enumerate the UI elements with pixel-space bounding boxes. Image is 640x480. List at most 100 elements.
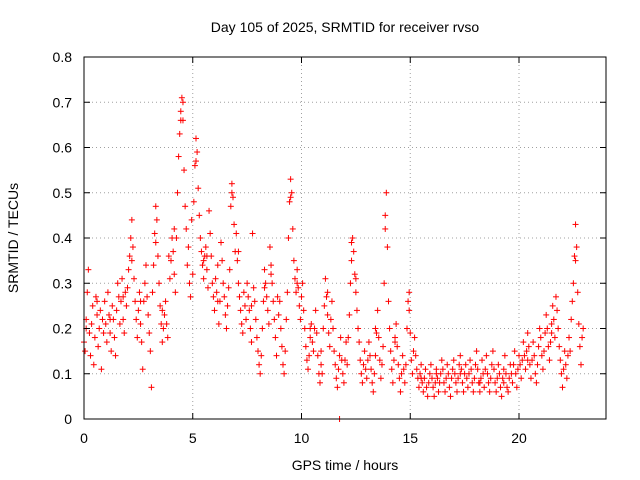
data-point [138, 339, 145, 346]
data-point [505, 388, 512, 395]
data-point [566, 334, 573, 341]
data-point [411, 334, 418, 341]
data-point [487, 375, 494, 382]
data-point [447, 393, 454, 400]
data-point [213, 289, 220, 296]
y-tick-label: 0.6 [53, 140, 73, 156]
data-point [479, 357, 486, 364]
data-point [402, 361, 409, 368]
data-point [438, 357, 445, 364]
data-point [207, 230, 214, 237]
data-point [268, 262, 275, 269]
y-tick-label: 0 [64, 411, 72, 427]
data-point [120, 316, 127, 323]
y-tick-label: 0.7 [53, 94, 73, 110]
data-point [381, 280, 388, 287]
x-tick-label: 10 [294, 430, 310, 446]
data-point [316, 379, 323, 386]
data-point [224, 302, 231, 309]
data-point [572, 221, 579, 228]
data-point [165, 253, 172, 260]
data-point [547, 339, 554, 346]
data-point [497, 384, 504, 391]
data-point [307, 334, 314, 341]
data-point [522, 366, 529, 373]
data-point [477, 375, 484, 382]
data-point [171, 271, 178, 278]
data-point [97, 307, 104, 314]
data-point [406, 307, 413, 314]
data-point [179, 99, 186, 106]
data-point [573, 244, 580, 251]
data-point [434, 375, 441, 382]
data-point [500, 379, 507, 386]
data-point [99, 316, 106, 323]
data-point [132, 298, 139, 305]
x-tick-label: 0 [80, 430, 88, 446]
x-axis-label: GPS time / hours [292, 457, 399, 473]
data-point [359, 379, 366, 386]
data-point [473, 348, 480, 355]
data-point [283, 316, 290, 323]
data-point [321, 302, 328, 309]
data-point [325, 330, 332, 337]
data-point [415, 384, 422, 391]
data-point [120, 293, 127, 300]
data-point [493, 388, 500, 395]
data-point [280, 361, 287, 368]
data-point [293, 289, 300, 296]
data-point [355, 325, 362, 332]
data-point [518, 375, 525, 382]
data-point [346, 311, 353, 318]
data-point [126, 253, 133, 260]
data-point [534, 361, 541, 368]
data-point [89, 302, 96, 309]
data-point [112, 352, 119, 359]
data-point [439, 366, 446, 373]
data-point [452, 379, 459, 386]
data-point [211, 307, 218, 314]
data-point [299, 280, 306, 287]
data-point [328, 298, 335, 305]
data-point [390, 357, 397, 364]
data-point [548, 330, 555, 337]
data-point [312, 307, 319, 314]
data-point [579, 334, 586, 341]
data-point [214, 262, 221, 269]
data-point [469, 379, 476, 386]
data-point [430, 384, 437, 391]
data-point [352, 289, 359, 296]
data-point [400, 366, 407, 373]
data-point [576, 343, 583, 350]
data-point [494, 375, 501, 382]
data-point [178, 94, 185, 101]
data-point [541, 348, 548, 355]
data-point [111, 334, 118, 341]
data-point [297, 316, 304, 323]
data-point [252, 316, 259, 323]
data-point [194, 149, 201, 156]
data-point [237, 307, 244, 314]
data-point [488, 361, 495, 368]
data-point [512, 370, 519, 377]
x-tick-label: 20 [511, 430, 527, 446]
data-point [235, 280, 242, 287]
data-point [418, 361, 425, 368]
data-point [340, 379, 347, 386]
data-point [288, 189, 295, 196]
data-point [535, 343, 542, 350]
data-point [471, 375, 478, 382]
data-point [574, 289, 581, 296]
data-point [554, 307, 561, 314]
data-point [128, 257, 135, 264]
data-point [270, 298, 277, 305]
data-point [531, 352, 538, 359]
data-point [170, 248, 177, 255]
data-point [248, 302, 255, 309]
data-point [378, 361, 385, 368]
data-point [85, 266, 92, 273]
data-point [498, 393, 505, 400]
data-point [173, 235, 180, 241]
data-point [243, 316, 250, 323]
data-point [219, 257, 226, 264]
